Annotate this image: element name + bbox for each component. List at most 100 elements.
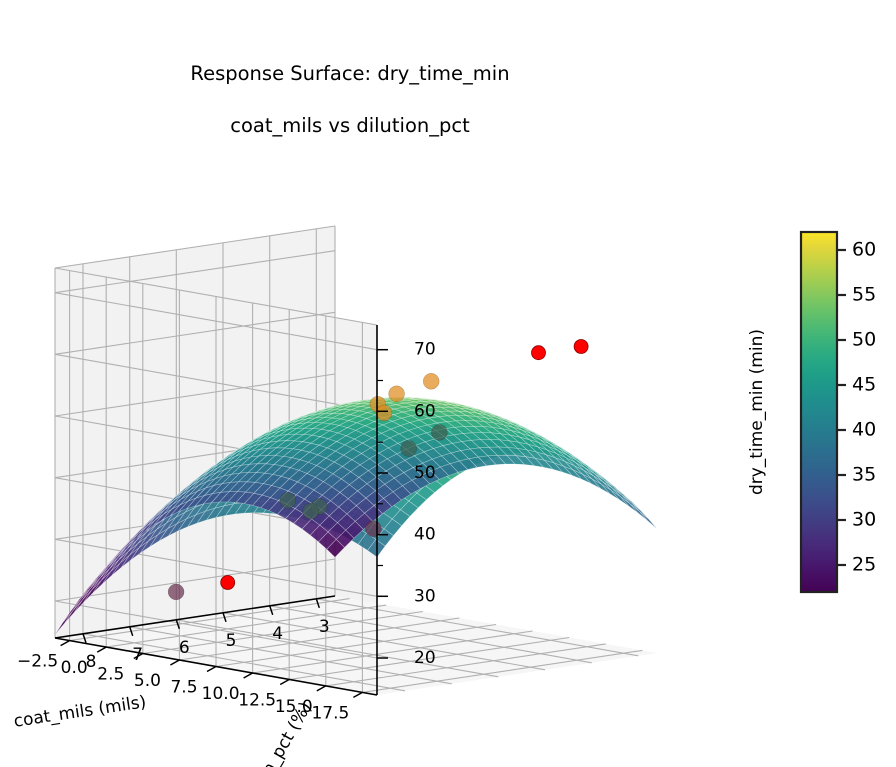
surface-cell	[319, 430, 339, 440]
x-tick-label: 6	[179, 638, 190, 658]
scatter-point	[422, 373, 440, 390]
surface-cell	[254, 432, 273, 443]
y-tick-label: 2.5	[97, 665, 124, 685]
surface-cell	[278, 428, 297, 436]
surface-cell	[281, 457, 301, 468]
surface-cell	[71, 587, 90, 611]
gridline-z-right	[54, 353, 378, 412]
surface-cell	[485, 417, 504, 426]
surface-cell	[239, 463, 259, 474]
surface-cell	[236, 442, 255, 453]
surface-cell	[54, 610, 73, 635]
z-tick-label: 60	[414, 401, 436, 421]
surface-cell	[149, 528, 168, 547]
surface-cell	[538, 442, 557, 454]
surface-cell	[113, 538, 132, 558]
x-tick	[268, 605, 274, 616]
gridline-floor-y	[325, 643, 606, 687]
surface-cell	[471, 406, 490, 413]
gridline-floor-y	[289, 636, 570, 681]
gridline-z-left	[54, 558, 336, 602]
gridline-z-right	[54, 292, 378, 351]
surface-cell	[421, 470, 440, 485]
surface-cell	[210, 456, 229, 470]
surface-cell	[158, 495, 177, 512]
surface-cell	[131, 520, 150, 539]
surface-cell	[312, 422, 332, 430]
gridline-floor-y	[179, 617, 460, 661]
surface-cell	[186, 510, 207, 528]
surface-cell	[310, 436, 330, 446]
surface-cell	[309, 524, 329, 543]
y-tick	[316, 685, 327, 692]
y-tick	[170, 659, 180, 666]
z-tick-label: 50	[414, 463, 436, 483]
gridline-floor-y	[215, 623, 497, 668]
surface-cell	[398, 430, 418, 440]
surface-cell	[219, 449, 238, 462]
surface-cell	[217, 456, 236, 469]
surface-cell	[346, 422, 366, 431]
surface-cell	[498, 415, 517, 424]
surface-cell	[229, 443, 248, 455]
gridline-z-left	[54, 373, 336, 417]
surface-cell	[182, 480, 201, 495]
chart-title-text-2: coat_mils vs dilution_pct	[230, 113, 470, 137]
surface-cell	[545, 454, 564, 467]
surface-cell	[437, 415, 457, 422]
surface-cell	[444, 427, 464, 436]
surface-cell	[79, 576, 98, 599]
y-tick-label: 15.0	[275, 697, 313, 717]
gridline-floor-x	[316, 598, 639, 657]
surface-cell	[104, 548, 123, 569]
z-tick-label: 40	[414, 525, 436, 545]
surface-cell	[390, 425, 410, 435]
y-tick-label: 17.5	[311, 703, 349, 723]
surface-cell	[271, 475, 290, 489]
surface-cell	[391, 509, 411, 527]
surface-cell	[128, 526, 148, 545]
surface-cell	[273, 456, 293, 467]
y-tick	[96, 646, 107, 653]
gridline-floor-x	[82, 633, 406, 692]
surface-cell	[481, 432, 501, 441]
scatter-point	[302, 502, 319, 520]
surface-cell	[190, 476, 209, 490]
surface-cell	[326, 539, 345, 558]
x-tick-label: 5	[226, 631, 237, 651]
surface-cell	[192, 468, 211, 483]
surface-cell	[285, 433, 305, 442]
y-tick-label: 12.5	[238, 691, 276, 711]
x-tick	[175, 619, 181, 630]
surface-cell	[383, 491, 402, 508]
gridline-floor-y	[142, 610, 423, 655]
scatter-point	[220, 575, 236, 590]
surface-cell	[352, 442, 372, 454]
surface-cell	[129, 535, 148, 556]
scatter-points	[167, 339, 589, 601]
surface-cell	[392, 485, 412, 501]
y-tick	[133, 652, 144, 660]
colorbar-gradient	[799, 230, 839, 594]
gridline-floor-y	[252, 630, 533, 674]
scatter-point	[167, 583, 185, 601]
surface-cell	[306, 417, 325, 424]
surface-cell	[452, 403, 471, 408]
surface-cell	[425, 399, 444, 403]
colorbar-tick-label: 40	[852, 419, 876, 441]
surface-cell	[386, 453, 406, 466]
surface-cell	[395, 460, 414, 473]
y-tick	[279, 678, 290, 686]
gridline-floor-y	[69, 598, 350, 642]
surface-cell	[376, 470, 395, 485]
surface-cell	[88, 566, 108, 588]
surface-cell	[408, 492, 427, 509]
surface-cell	[577, 459, 596, 473]
surface-cell	[515, 455, 535, 466]
y-tick-label: 7.5	[170, 678, 197, 698]
scatter-point	[531, 345, 546, 361]
surface-cell	[364, 421, 384, 430]
gridline-floor-x	[176, 619, 499, 678]
